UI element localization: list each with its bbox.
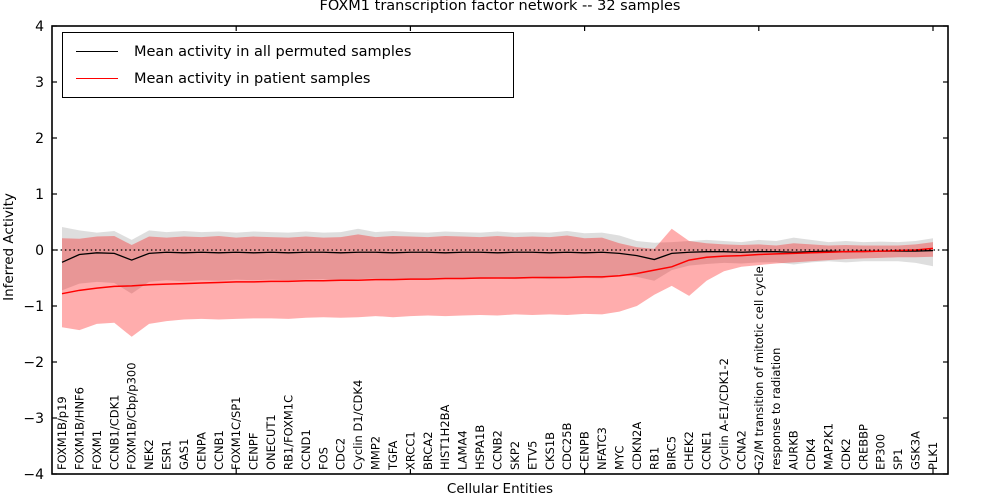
x-tick-label: MYC: [612, 446, 626, 470]
x-tick-label: GSK3A: [909, 431, 923, 470]
x-tick-label: CDK4: [804, 438, 818, 470]
x-tick-label: CCNB1: [212, 430, 226, 470]
x-tick-label: MMP2: [369, 436, 383, 470]
x-tick-label: FOXM1B/Cbp/p300: [125, 362, 139, 470]
x-tick-label: CCNB2: [491, 430, 505, 470]
x-tick-label: CCNB1/CDK1: [107, 395, 121, 471]
x-tick-label: CHEK2: [682, 431, 696, 470]
legend-entry: Mean activity in all permuted samples: [76, 38, 513, 65]
x-tick-label: CENPF: [247, 433, 261, 470]
x-tick-label: ETV5: [525, 441, 539, 470]
x-tick-label: SP1: [891, 448, 905, 470]
x-tick-label: Cyclin A-E1/CDK1-2: [717, 358, 731, 470]
x-tick-label: FOS: [316, 447, 330, 470]
x-tick-label: CKS1B: [543, 432, 557, 470]
x-tick-label: TGFA: [386, 441, 400, 471]
x-tick-label: XRCC1: [403, 431, 417, 470]
x-tick-label: BIRC5: [665, 436, 679, 470]
legend-line-sample: [76, 51, 118, 52]
x-tick-label: FOXM1B/HNF6: [72, 387, 86, 470]
patient-mean-line: [61, 247, 934, 295]
x-tick-label: EP300: [874, 434, 888, 470]
legend-line-sample: [76, 78, 118, 79]
legend: Mean activity in all permuted samples Mea…: [62, 32, 514, 98]
x-tick-label: GAS1: [177, 439, 191, 470]
legend-label: Mean activity in all permuted samples: [134, 43, 412, 60]
x-tick-label: FOXM1C/SP1: [229, 396, 243, 470]
x-tick-label: SKP2: [508, 441, 522, 470]
x-tick-label: MAP2K1: [821, 423, 835, 470]
x-tick-label: BRCA2: [421, 431, 435, 470]
x-tick-label: HIST1H2BA: [438, 404, 452, 470]
x-tick-label: PLK1: [926, 442, 940, 470]
permuted-mean-line: [61, 249, 934, 263]
x-tick-label: CCNE1: [700, 431, 714, 470]
x-tick-label: NFATC3: [595, 427, 609, 470]
x-tick-label: CENPB: [578, 431, 592, 470]
x-tick-label: G2/M transition of mitotic cell cycle: [752, 266, 766, 470]
patient-std-band: [62, 228, 933, 337]
x-tick-label: AURKB: [787, 430, 801, 470]
y-tick-label: −4: [23, 467, 44, 483]
y-tick-label: −3: [23, 411, 44, 427]
y-axis-label: Inferred Activity: [1, 193, 17, 301]
x-tick-label: CDC25B: [560, 422, 574, 470]
y-tick-label: 4: [35, 19, 44, 35]
x-tick-label: LAMA4: [456, 430, 470, 470]
x-tick-label: CDKN2A: [630, 422, 644, 470]
x-tick-label: RB1/FOXM1C: [281, 395, 295, 470]
x-tick-label: FOXM1: [90, 430, 104, 470]
y-tick-label: 3: [35, 75, 44, 91]
x-tick-label: ONECUT1: [264, 414, 278, 470]
y-tick-label: 0: [35, 243, 44, 259]
x-axis-label: Cellular Entities: [446, 481, 554, 497]
x-tick-label: Cyclin D1/CDK4: [351, 380, 365, 470]
x-tick-label: CDK2: [839, 438, 853, 470]
y-tick-label: 2: [35, 131, 44, 147]
x-tick-label: CCND1: [299, 429, 313, 470]
chart-title: FOXM1 transcription factor network -- 32…: [319, 0, 681, 14]
x-tick-label: RB1: [647, 447, 661, 470]
legend-label: Mean activity in patient samples: [134, 70, 371, 87]
x-tick-label: HSPA1B: [473, 425, 487, 470]
x-tick-label: CENPA: [194, 432, 208, 470]
x-tick-label: CREBBP: [856, 424, 870, 470]
legend-entry: Mean activity in patient samples: [76, 65, 513, 92]
y-tick-label: 1: [35, 187, 44, 203]
x-tick-label: CDC2: [334, 438, 348, 470]
x-tick-label: FOXM1B/p19: [55, 396, 69, 470]
x-tick-label: NEK2: [142, 439, 156, 470]
x-tick-label: response to radiation: [769, 348, 783, 470]
permuted-std-band: [62, 227, 933, 294]
y-tick-label: −1: [23, 299, 44, 315]
x-tick-label: CCNA2: [734, 430, 748, 470]
x-tick-label: ESR1: [160, 440, 174, 470]
y-tick-label: −2: [23, 355, 44, 371]
